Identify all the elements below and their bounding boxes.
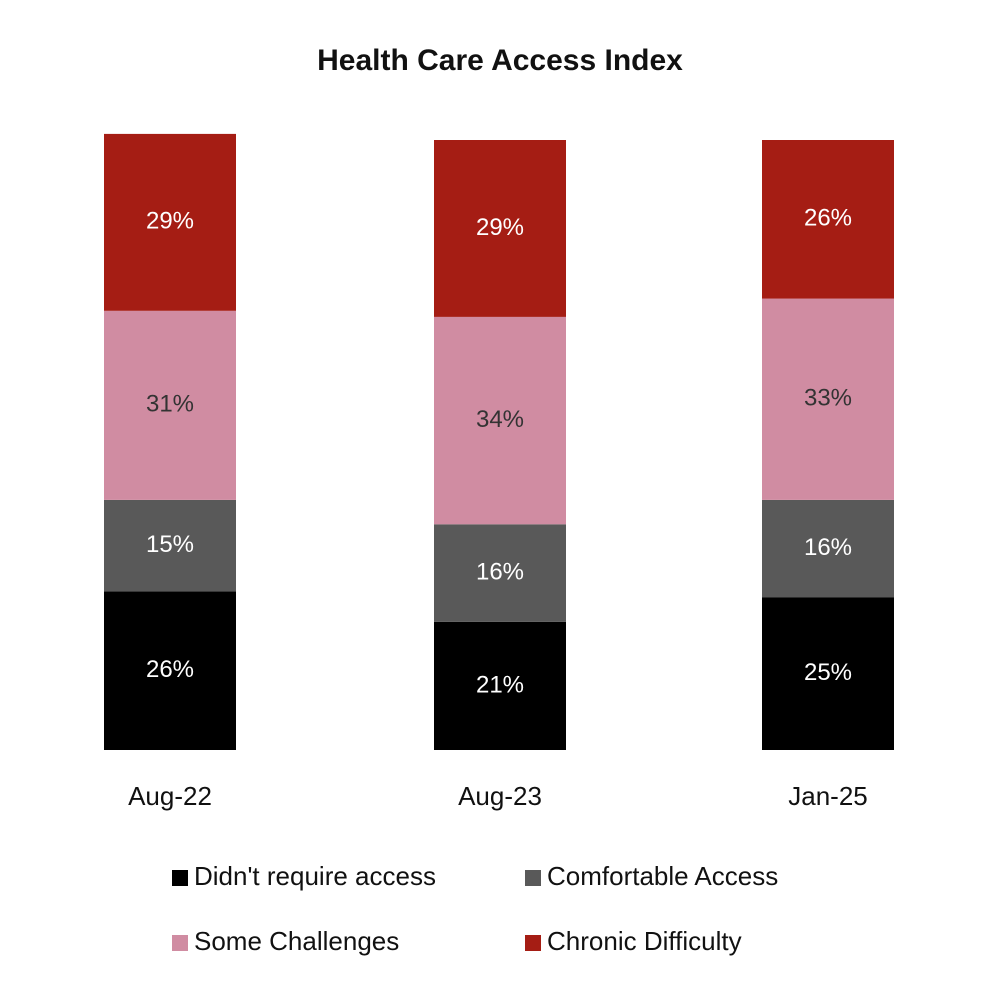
data-label: 16% (476, 558, 524, 585)
data-label: 26% (146, 656, 194, 683)
x-tick-label: Jan-25 (788, 781, 868, 811)
data-label: 31% (146, 391, 194, 418)
data-label: 21% (476, 671, 524, 698)
x-tick-label: Aug-22 (128, 781, 212, 811)
bar-segment (434, 316, 566, 525)
data-label: 26% (804, 205, 852, 232)
bar-segment (104, 310, 236, 500)
legend-swatch (172, 935, 188, 951)
data-label: 33% (804, 385, 852, 412)
bar-segment (434, 140, 566, 317)
chart-title: Health Care Access Index (317, 44, 683, 77)
legend-label: Comfortable Access (547, 861, 778, 891)
data-label: 34% (476, 406, 524, 433)
bar-segment (104, 133, 236, 311)
bar-segment (762, 140, 894, 299)
data-label: 29% (476, 214, 524, 241)
legend-label: Chronic Difficulty (547, 926, 742, 956)
legend-label: Didn't require access (194, 861, 436, 891)
legend-label: Some Challenges (194, 926, 399, 956)
data-label: 25% (804, 659, 852, 686)
bar-segment (762, 298, 894, 500)
data-label: 15% (146, 531, 194, 558)
bar-segment (104, 499, 236, 592)
legend-swatch (525, 935, 541, 951)
legend-swatch (172, 870, 188, 886)
bar-segment (434, 621, 566, 750)
data-label: 16% (804, 534, 852, 561)
data-label: 29% (146, 208, 194, 235)
bar-segment (762, 597, 894, 750)
x-tick-label: Aug-23 (458, 781, 542, 811)
legend-swatch (525, 870, 541, 886)
bar-segment (762, 499, 894, 598)
bar-segment (434, 524, 566, 622)
bar-segment (104, 591, 236, 750)
